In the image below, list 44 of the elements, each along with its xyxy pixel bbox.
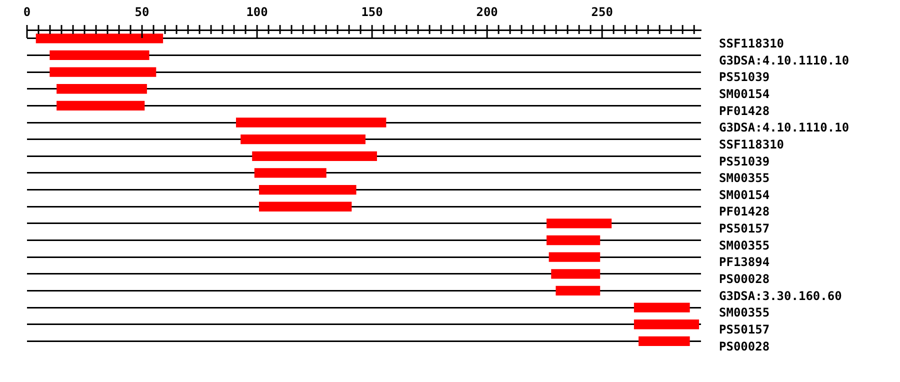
x-tick-label: 250 <box>591 4 613 19</box>
x-tick-label: 200 <box>476 4 498 19</box>
y-tick-label: PS00028 <box>719 272 770 286</box>
x-tick-label: 0 <box>23 4 31 19</box>
bar <box>254 168 326 178</box>
y-tick-label: PF01428 <box>719 204 770 219</box>
y-tick-label: PS51039 <box>719 154 770 168</box>
y-tick-label: PS50157 <box>719 322 770 336</box>
y-tick-label: SM00154 <box>719 188 770 202</box>
bar <box>548 252 600 262</box>
bar <box>634 302 690 312</box>
bar <box>50 67 156 77</box>
y-tick-label: PS50157 <box>719 222 770 236</box>
bar <box>36 34 164 44</box>
y-tick-label: PF13894 <box>719 255 770 270</box>
bar <box>259 184 356 195</box>
bar <box>556 286 600 296</box>
y-tick-label: G3DSA:3.30.160.60 <box>719 288 842 303</box>
bar <box>252 151 377 161</box>
y-tick-label: G3DSA:4.10.1110.10 <box>719 120 850 135</box>
x-tick-label: 100 <box>246 4 268 19</box>
bar <box>551 269 600 279</box>
bar <box>56 84 147 94</box>
x-tick-label: 150 <box>361 4 383 19</box>
y-tick-label: SM00154 <box>719 87 770 101</box>
y-tick-label: SM00355 <box>719 238 770 252</box>
y-tick-label: SSF118310 <box>719 36 784 51</box>
bar <box>546 218 612 228</box>
bar <box>638 336 690 346</box>
y-tick-label: PS51039 <box>719 70 770 84</box>
x-tick-label: 50 <box>134 4 150 19</box>
bar <box>50 50 150 60</box>
y-tick-label: G3DSA:4.10.1110.10 <box>719 53 850 68</box>
bar <box>546 235 600 246</box>
y-tick-label: SM00355 <box>719 171 770 186</box>
y-tick-label: SSF118310 <box>719 137 784 152</box>
bar <box>259 202 352 212</box>
bar <box>240 134 366 144</box>
y-tick-label: PS00028 <box>719 339 770 354</box>
bar <box>236 118 386 128</box>
y-tick-label: SM00355 <box>719 306 770 320</box>
bar <box>634 320 700 330</box>
y-tick-label: PF01428 <box>719 104 770 118</box>
bar <box>56 100 145 111</box>
